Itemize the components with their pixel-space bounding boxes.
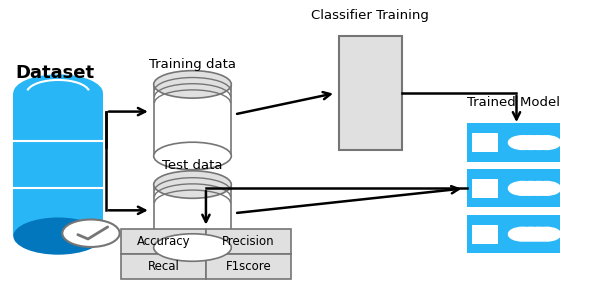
Text: Precision: Precision: [222, 235, 275, 248]
Circle shape: [532, 181, 561, 195]
Polygon shape: [154, 84, 232, 156]
Circle shape: [508, 136, 537, 149]
Bar: [472, 179, 498, 198]
Bar: [206, 229, 291, 254]
Bar: [121, 254, 206, 279]
Bar: [467, 123, 560, 162]
Text: Recal: Recal: [148, 260, 179, 273]
Circle shape: [516, 227, 545, 241]
Ellipse shape: [13, 74, 103, 112]
Bar: [472, 225, 498, 244]
Bar: [472, 133, 498, 152]
Bar: [206, 254, 291, 279]
Circle shape: [524, 136, 553, 149]
Circle shape: [508, 227, 537, 241]
Polygon shape: [154, 185, 232, 248]
Text: Accuracy: Accuracy: [137, 235, 190, 248]
Bar: [339, 36, 401, 150]
Circle shape: [516, 181, 545, 195]
Text: Training data: Training data: [149, 58, 236, 71]
Ellipse shape: [13, 218, 103, 255]
Circle shape: [532, 136, 561, 149]
Ellipse shape: [154, 234, 232, 261]
Polygon shape: [13, 93, 103, 236]
Circle shape: [532, 227, 561, 241]
Circle shape: [524, 227, 553, 241]
Circle shape: [516, 136, 545, 149]
Text: F1score: F1score: [226, 260, 271, 273]
Bar: [467, 215, 560, 253]
Ellipse shape: [154, 142, 232, 170]
Circle shape: [62, 219, 119, 247]
Circle shape: [508, 181, 537, 195]
Text: Trained Model: Trained Model: [467, 97, 560, 110]
Ellipse shape: [154, 171, 232, 198]
Ellipse shape: [154, 71, 232, 98]
Text: Test data: Test data: [162, 160, 223, 173]
Circle shape: [524, 181, 553, 195]
Bar: [467, 169, 560, 208]
Text: Dataset: Dataset: [16, 64, 95, 82]
Text: Classifier Training: Classifier Training: [311, 9, 429, 22]
Bar: [121, 229, 206, 254]
